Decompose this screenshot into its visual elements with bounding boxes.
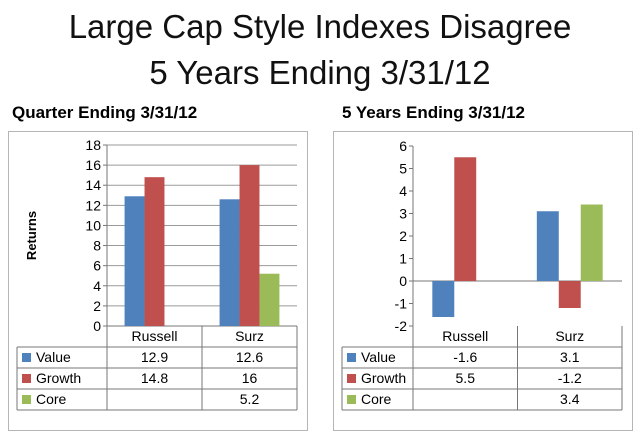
slide-title-line-2: 5 Years Ending 3/31/12 (149, 54, 491, 91)
legend-key-value (347, 353, 356, 362)
data-label: 16 (242, 370, 258, 386)
y-tick-label: -2 (395, 318, 408, 334)
data-label: -1.6 (453, 349, 477, 365)
bar-growth-surz (239, 165, 260, 326)
legend-label-value: Value (36, 349, 71, 365)
y-tick-label: 0 (399, 273, 407, 289)
bar-growth-surz (558, 281, 581, 308)
bar-value-surz (219, 199, 240, 326)
bar-growth-russell (144, 177, 165, 326)
y-tick-label: 4 (399, 183, 407, 199)
y-tick-label: 0 (93, 318, 101, 334)
data-label: 12.9 (141, 349, 168, 365)
right-chart-title: 5 Years Ending 3/31/12 (342, 103, 526, 122)
y-tick-label: 3 (399, 206, 407, 222)
right-chart-frame: -2 -1 0 1 2 3 4 5 6 Russell Surz Value -1.6 3.1 Growth… (333, 131, 633, 431)
bar-value-russell (432, 281, 455, 317)
data-label: 3.1 (560, 349, 580, 365)
legend-key-growth (347, 374, 356, 383)
y-tick-label: 5 (399, 161, 407, 177)
category-label: Surz (555, 328, 584, 344)
slide-title: Large Cap Style Indexes Disagree 5 Years… (0, 4, 640, 96)
y-axis-label: Returns (24, 211, 39, 260)
bar-value-surz (536, 211, 559, 281)
legend-key-value (22, 353, 31, 362)
left-chart-frame: Returns 0 2 4 6 8 10 12 14 16 18 Russell Surz Value 12… (8, 131, 308, 431)
y-tick-label: 16 (85, 157, 101, 173)
category-label: Russell (132, 328, 178, 344)
data-label: -1.2 (558, 370, 582, 386)
left-chart-title: Quarter Ending 3/31/12 (12, 103, 198, 122)
data-label: 5.5 (456, 370, 476, 386)
slide-title-line-1: Large Cap Style Indexes Disagree (68, 8, 572, 45)
y-tick-label: 14 (85, 177, 101, 193)
y-tick-label: 2 (93, 298, 101, 314)
y-tick-label: 6 (93, 258, 101, 274)
five-year-chart: -2 -1 0 1 2 3 4 5 6 Russell Surz Value -1.6 3.1 Growth… (341, 138, 623, 411)
category-label: Russell (442, 328, 488, 344)
y-tick-label: 6 (399, 138, 407, 154)
y-tick-label: 10 (85, 217, 101, 233)
quarter-chart: Returns 0 2 4 6 8 10 12 14 16 18 Russell Surz Value 12… (16, 137, 298, 411)
y-tick-label: 1 (399, 251, 407, 267)
data-label: 5.2 (240, 391, 260, 407)
y-tick-label: 8 (93, 238, 101, 254)
y-tick-label: 4 (93, 278, 101, 294)
legend-key-growth (22, 374, 31, 383)
y-tick-label: 2 (399, 228, 407, 244)
y-tick-label: 18 (85, 137, 101, 153)
legend-key-core (22, 395, 31, 404)
bar-core-surz (259, 273, 280, 326)
bar-core-surz (580, 204, 603, 281)
legend-label-growth: Growth (36, 370, 81, 386)
data-label: 3.4 (560, 391, 580, 407)
legend-label-core: Core (36, 391, 67, 407)
data-label: 12.6 (236, 349, 263, 365)
legend-label-core: Core (361, 391, 392, 407)
bar-value-russell (124, 196, 145, 326)
category-label: Surz (235, 328, 264, 344)
bar-growth-russell (454, 157, 477, 281)
legend-label-growth: Growth (361, 370, 406, 386)
y-tick-label: -1 (395, 296, 408, 312)
data-label: 14.8 (141, 370, 168, 386)
y-tick-label: 12 (85, 197, 101, 213)
legend-key-core (347, 395, 356, 404)
legend-label-value: Value (361, 349, 396, 365)
